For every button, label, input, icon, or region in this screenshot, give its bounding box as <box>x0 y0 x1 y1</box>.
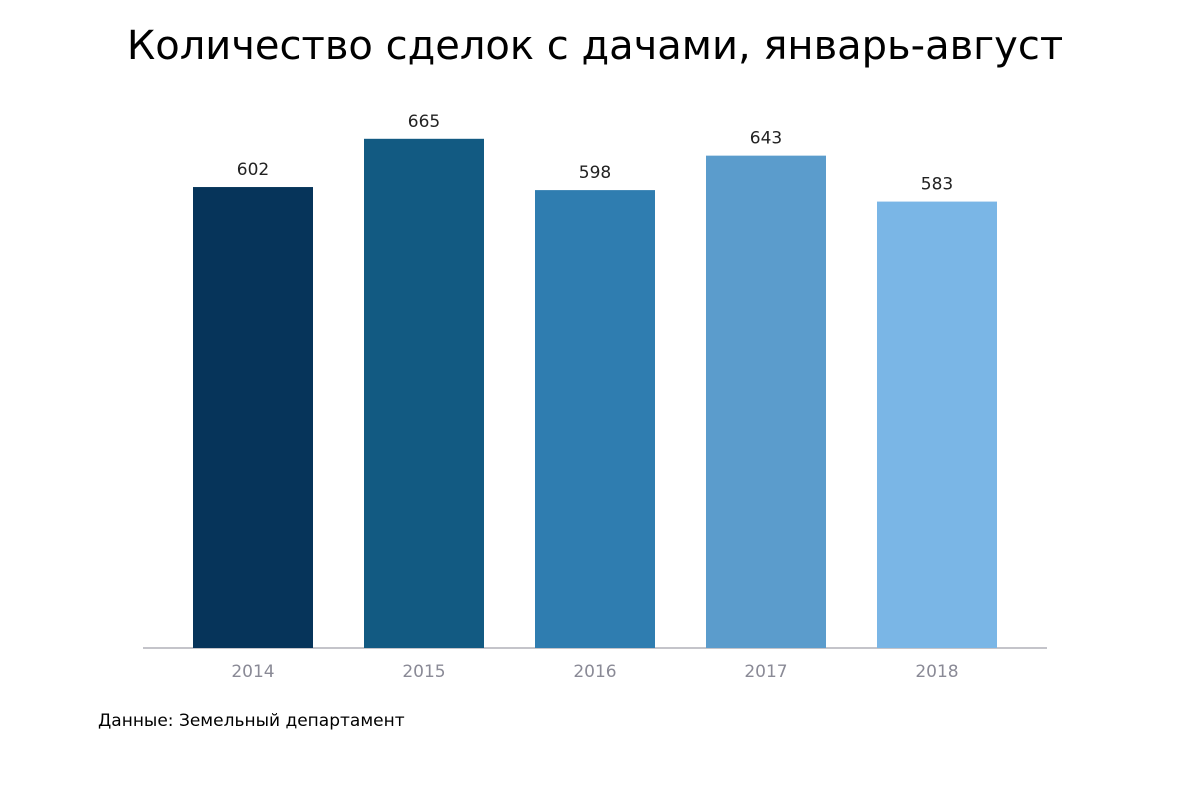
bar <box>535 190 655 649</box>
x-tick-label: 2014 <box>231 662 274 682</box>
x-tick-label: 2015 <box>402 662 445 682</box>
chart-title: Количество сделок с дачами, январь-авгус… <box>127 23 1063 69</box>
source-note: Данные: Земельный департамент <box>98 711 405 731</box>
x-tick-label: 2018 <box>915 662 958 682</box>
bar <box>706 155 826 648</box>
data-label: 598 <box>579 163 611 183</box>
x-tick-label: 2016 <box>573 662 616 682</box>
x-tick-label: 2017 <box>744 662 787 682</box>
data-label: 602 <box>237 160 269 180</box>
bar <box>877 201 997 649</box>
data-label: 643 <box>750 129 782 149</box>
data-label: 665 <box>408 112 440 132</box>
data-label: 583 <box>921 175 953 195</box>
bar <box>364 138 484 649</box>
bar <box>193 187 313 649</box>
